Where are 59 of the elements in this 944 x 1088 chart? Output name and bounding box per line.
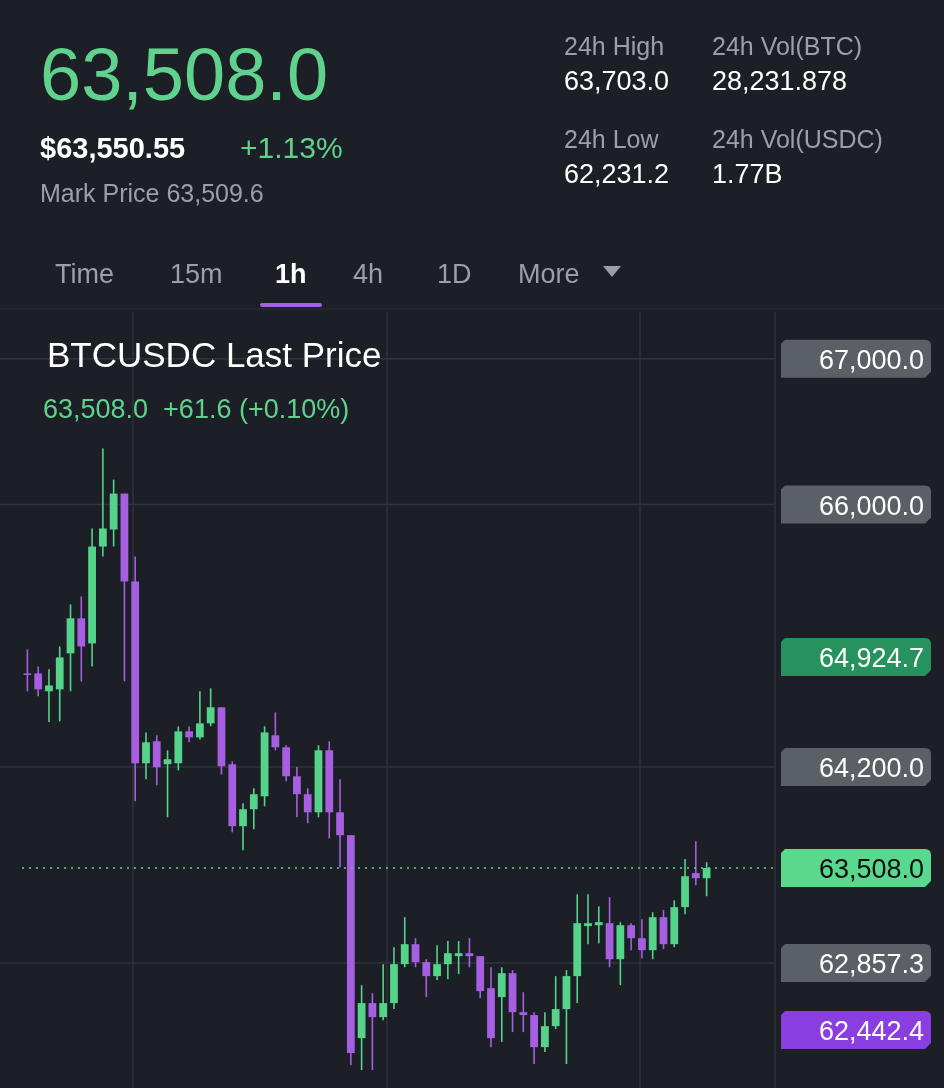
text: 63,508.0 bbox=[40, 33, 329, 116]
candlestick bbox=[271, 711, 280, 752]
text: 63,508.0 +61.6 (+0.10%) bbox=[43, 394, 350, 424]
text: 24h Low bbox=[564, 125, 660, 153]
text: 4h bbox=[353, 259, 384, 289]
candlestick bbox=[465, 937, 474, 969]
candlestick bbox=[303, 787, 312, 825]
candlestick bbox=[23, 648, 32, 693]
candlestick bbox=[400, 916, 409, 969]
text: 24h Vol(BTC) bbox=[712, 32, 863, 60]
candlestick bbox=[594, 905, 603, 945]
text: 62,231.2 bbox=[564, 159, 670, 189]
candlestick bbox=[293, 766, 301, 819]
candlestick bbox=[443, 940, 452, 980]
candlestick bbox=[98, 447, 107, 558]
candlestick bbox=[691, 840, 700, 887]
text: 24h High bbox=[564, 32, 665, 60]
y-tick-label: 66,000.0 bbox=[818, 490, 924, 521]
candlestick bbox=[336, 778, 344, 869]
candlestick bbox=[627, 922, 636, 951]
candlestick bbox=[163, 749, 172, 819]
text: +1.13% bbox=[240, 131, 343, 164]
text: $63,550.55 bbox=[40, 132, 186, 164]
text: More bbox=[518, 259, 580, 289]
text: 1h bbox=[275, 259, 307, 289]
ref-line-label: 63,508.0 bbox=[818, 854, 924, 885]
candlestick bbox=[422, 958, 431, 998]
candlestick bbox=[454, 940, 463, 975]
candlestick bbox=[497, 966, 506, 1043]
y-tick-label: 62,857.3 bbox=[818, 948, 924, 979]
text: 63,703.0 bbox=[564, 66, 670, 96]
candlestick bbox=[45, 668, 53, 723]
text: 28,231.878 bbox=[712, 66, 848, 96]
text: 64,924.7 bbox=[818, 643, 924, 673]
candlestick bbox=[368, 992, 377, 1071]
candlestick bbox=[411, 937, 420, 969]
y-tick-label: 67,000.0 bbox=[818, 344, 924, 375]
candlestick bbox=[584, 893, 592, 945]
text: BTCUSDC Last Price bbox=[47, 335, 382, 374]
text: Mark Price 63,509.6 bbox=[40, 179, 264, 207]
y-tick-label: 64,200.0 bbox=[818, 753, 924, 784]
text: 1D bbox=[437, 259, 472, 289]
candlestick bbox=[638, 918, 646, 959]
text: 24h Vol(USDC) bbox=[712, 125, 883, 153]
candlestick bbox=[433, 944, 441, 981]
text: 1.77B bbox=[712, 159, 783, 189]
candlestick bbox=[34, 665, 43, 698]
candlestick bbox=[196, 690, 204, 741]
candlestick bbox=[142, 731, 150, 781]
text: 62,442.4 bbox=[818, 1016, 924, 1046]
text: 15m bbox=[170, 259, 223, 289]
text: Time bbox=[55, 259, 114, 289]
candlestick bbox=[551, 975, 560, 1030]
candlestick bbox=[239, 802, 247, 852]
candlestick bbox=[249, 787, 258, 831]
candlestick bbox=[519, 991, 528, 1033]
candlestick bbox=[379, 963, 388, 1021]
candlestick bbox=[541, 1011, 549, 1053]
candlestick bbox=[206, 687, 215, 728]
